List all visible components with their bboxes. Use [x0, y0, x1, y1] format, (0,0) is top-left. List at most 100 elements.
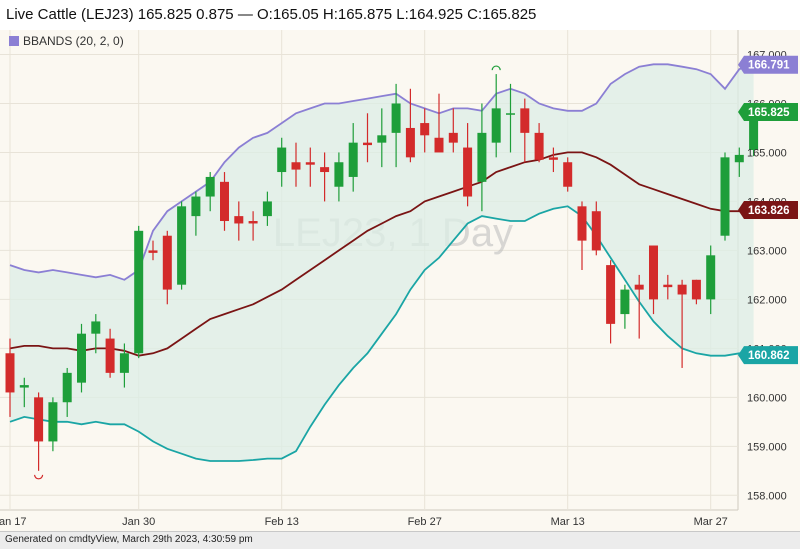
candle[interactable]	[48, 397, 58, 452]
time-axis-background	[0, 510, 738, 531]
price-tag: 165.825	[738, 103, 798, 122]
candle-body	[534, 132, 544, 160]
candle-body	[391, 103, 401, 133]
candle[interactable]	[620, 284, 630, 329]
candle-body	[105, 338, 115, 373]
candle-body	[548, 157, 558, 160]
candle[interactable]	[19, 377, 29, 408]
candle[interactable]	[577, 201, 587, 270]
candle[interactable]	[377, 108, 387, 168]
candle[interactable]	[105, 328, 115, 378]
candle[interactable]	[520, 98, 530, 163]
candle-body	[334, 162, 344, 187]
candle[interactable]	[463, 123, 473, 207]
candle-body	[177, 206, 187, 285]
price-tag-box	[738, 103, 798, 122]
candle[interactable]	[649, 245, 658, 315]
price-tag-label: 165.825	[748, 107, 790, 119]
price-tag: 160.862	[738, 346, 798, 365]
candle[interactable]	[434, 93, 444, 153]
candle[interactable]	[491, 74, 501, 158]
candle[interactable]	[606, 260, 616, 344]
candle[interactable]	[663, 274, 673, 300]
candle-body	[220, 181, 229, 222]
x-tick-label: Jan 30	[122, 516, 155, 528]
candle[interactable]	[506, 83, 515, 153]
candle-body	[62, 372, 72, 403]
candle-body	[162, 235, 172, 290]
candle[interactable]	[34, 392, 44, 471]
candle-body	[48, 402, 58, 442]
candle[interactable]	[391, 83, 401, 168]
footer: Generated on cmdtyView, March 29th 2023,…	[0, 531, 800, 549]
candle[interactable]	[363, 113, 372, 163]
candle[interactable]	[320, 152, 330, 202]
candle[interactable]	[177, 201, 187, 290]
candle-body	[19, 385, 29, 388]
price-tag-label: 163.826	[748, 205, 790, 217]
candle[interactable]	[205, 172, 215, 212]
candle[interactable]	[262, 191, 272, 226]
candle-body	[205, 176, 215, 197]
candle-body	[691, 279, 701, 300]
price-chart[interactable]: LEJ23, 1 Day 158.000159.000160.000161.00…	[0, 30, 800, 531]
candle-body	[348, 142, 358, 177]
candle[interactable]	[634, 274, 644, 339]
footer-text: Generated on cmdtyView, March 29th 2023,…	[5, 534, 253, 545]
candle-body	[377, 135, 387, 143]
candle[interactable]	[162, 230, 172, 305]
candles	[5, 65, 759, 480]
price-tag: 163.826	[738, 200, 798, 219]
candle[interactable]	[691, 279, 701, 305]
candle[interactable]	[405, 88, 415, 163]
candle[interactable]	[706, 245, 716, 315]
candle[interactable]	[134, 225, 144, 359]
candle[interactable]	[534, 123, 544, 163]
candle[interactable]	[448, 108, 458, 153]
candle[interactable]	[477, 103, 487, 212]
candle[interactable]	[348, 123, 358, 192]
candle[interactable]	[62, 367, 72, 417]
candle[interactable]	[119, 343, 129, 388]
candle[interactable]	[191, 191, 201, 236]
candle[interactable]	[734, 147, 744, 177]
candle[interactable]	[291, 142, 301, 187]
time-axis: Jan 17 Jan 30 Feb 13 Feb 27 Mar 13 Mar 27	[0, 516, 728, 528]
candle[interactable]	[334, 152, 344, 202]
price-tag-label: 160.862	[748, 350, 790, 362]
candle[interactable]	[5, 338, 15, 417]
candle[interactable]	[248, 211, 258, 241]
y-tick-label: 162.000	[747, 294, 787, 306]
candle[interactable]	[148, 240, 158, 261]
candle[interactable]	[677, 279, 687, 368]
candle-body	[305, 162, 315, 165]
legend-swatch	[9, 36, 19, 46]
candle-body	[191, 196, 201, 217]
candle[interactable]	[591, 201, 601, 256]
price-tag-label: 166.791	[748, 60, 790, 72]
candle[interactable]	[77, 323, 86, 393]
candle-body	[119, 353, 129, 373]
candle[interactable]	[220, 172, 229, 231]
candle[interactable]	[277, 137, 287, 187]
candle-body	[734, 154, 744, 163]
candle[interactable]	[720, 152, 730, 241]
candle-body	[563, 162, 573, 187]
x-tick-label: Feb 27	[408, 516, 442, 528]
candle-body	[591, 211, 601, 251]
y-tick-label: 163.000	[747, 245, 787, 257]
candle-body	[706, 255, 716, 300]
candle[interactable]	[91, 314, 101, 354]
candle-body	[506, 113, 515, 115]
candle-body	[577, 206, 587, 241]
candle-body	[520, 108, 530, 133]
candle[interactable]	[420, 108, 430, 153]
candle[interactable]	[305, 147, 315, 187]
y-tick-label: 160.000	[747, 392, 787, 404]
candle[interactable]	[234, 201, 244, 241]
candle[interactable]	[563, 157, 573, 192]
candle-body	[77, 333, 86, 383]
candle[interactable]	[548, 147, 558, 173]
candle-body	[663, 284, 673, 288]
x-tick-label: Feb 13	[265, 516, 299, 528]
